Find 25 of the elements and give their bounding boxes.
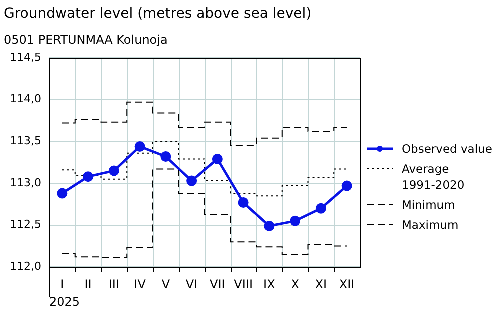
x-tick-label: VIII (234, 278, 253, 292)
legend-label: Maximum (402, 217, 459, 233)
y-tick-label: 114,5 (10, 50, 42, 64)
y-tick-label: 112,5 (10, 218, 42, 232)
y-tick-label: 114,0 (10, 92, 42, 106)
y-tick-label: 113,0 (10, 176, 42, 190)
legend-label: Minimum (402, 197, 456, 213)
x-tick-label: XII (339, 278, 355, 292)
x-tick-label: VI (186, 278, 198, 292)
y-tick-label: 113,5 (10, 134, 42, 148)
x-tick-label: II (84, 278, 92, 292)
x-tick-label: IV (134, 278, 147, 292)
x-tick-label: VII (210, 278, 226, 292)
legend-label: Average 1991-2020 (402, 161, 465, 193)
x-tick-label: IX (264, 278, 276, 292)
chart-subtitle: 0501 PERTUNMAA Kolunoja (4, 33, 168, 47)
x-tick-label: XI (315, 278, 328, 292)
x-tick-label: V (162, 278, 171, 292)
legend-label: Observed value (402, 141, 492, 157)
x-axis-title: 2025 (49, 294, 80, 309)
x-tick-label: X (291, 278, 300, 292)
x-tick-label: I (60, 278, 64, 292)
chart-title: Groundwater level (metres above sea level) (4, 6, 312, 22)
y-tick-label: 112,0 (10, 260, 42, 274)
x-tick-label: III (108, 278, 120, 292)
